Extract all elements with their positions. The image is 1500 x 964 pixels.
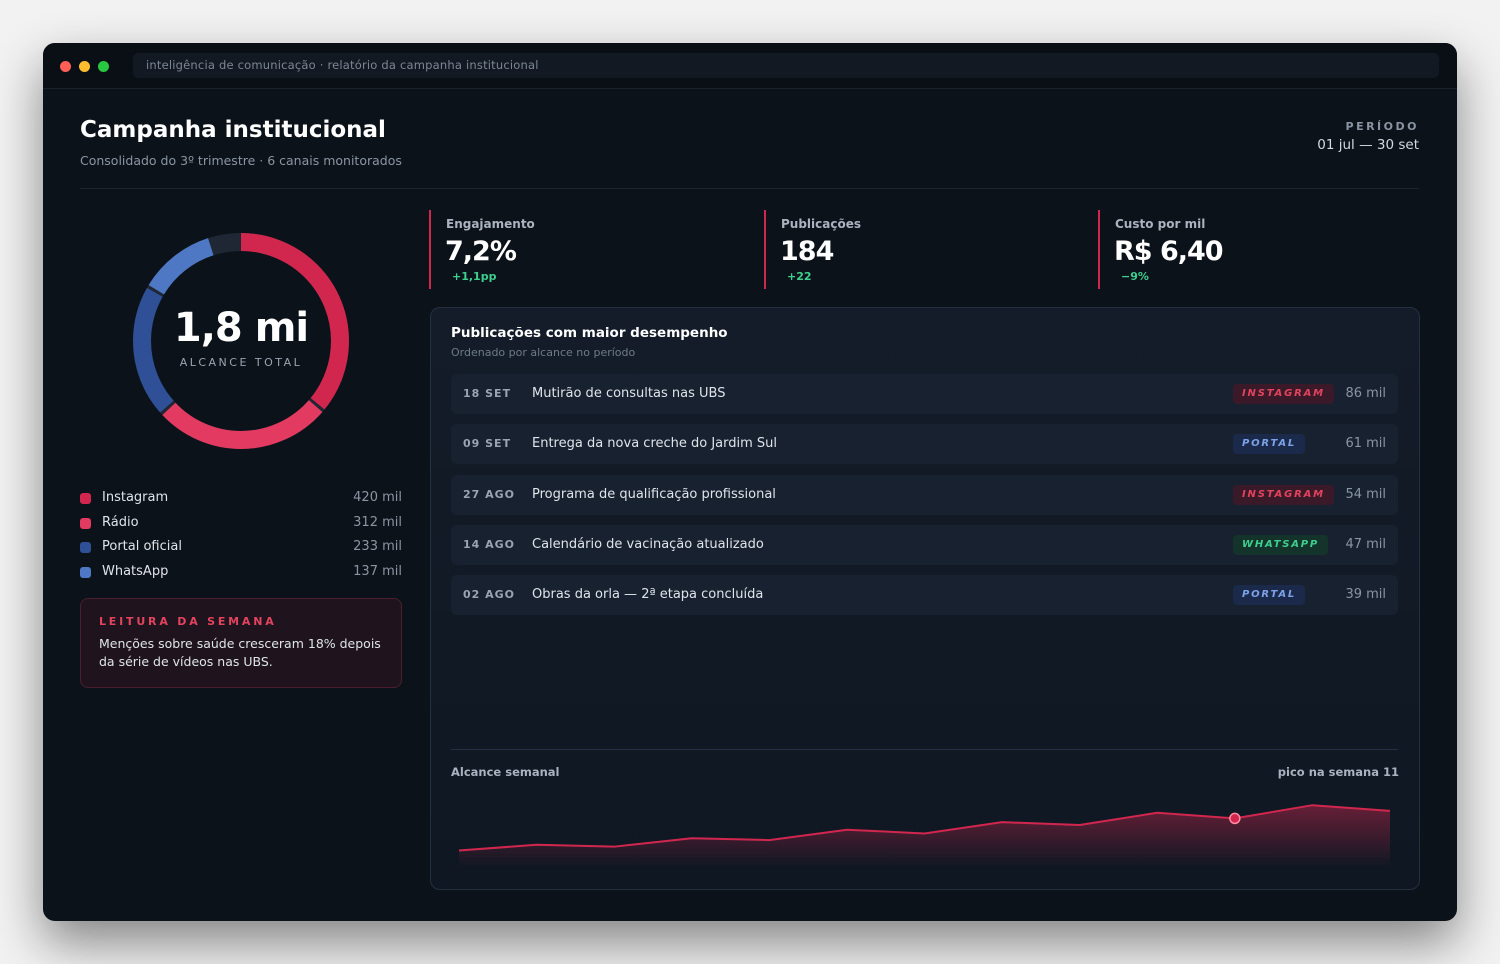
legend-value: 137 mil xyxy=(353,564,402,579)
kpi-delta: +22 xyxy=(787,270,812,283)
kpi-value: 184 xyxy=(780,236,834,267)
top-posts-panel: Publicações com maior desempenho Ordenad… xyxy=(430,307,1420,890)
legend-value: 233 mil xyxy=(353,539,402,554)
legend-item-instagram[interactable]: Instagram 420 mil xyxy=(80,488,402,508)
minimize-window-button[interactable] xyxy=(79,61,90,72)
channel-badge: PORTAL xyxy=(1233,434,1306,454)
channel-badge: INSTAGRAM xyxy=(1233,384,1334,404)
peak-week-point xyxy=(1229,812,1241,825)
legend-label: Rádio xyxy=(102,515,139,530)
legend-item-radio[interactable]: Rádio 312 mil xyxy=(80,513,402,533)
post-title: Obras da orla — 2ª etapa concluída xyxy=(532,587,764,602)
panel-title: Publicações com maior desempenho xyxy=(451,325,728,341)
title-bar: inteligência de comunicação · relatório … xyxy=(43,43,1457,89)
legend-swatch xyxy=(80,518,91,529)
kpi-engagement: Engajamento 7,2% +1,1pp xyxy=(429,210,729,289)
kpi-label: Custo por mil xyxy=(1115,217,1206,231)
insight-label: LEITURA DA SEMANA xyxy=(99,615,277,628)
legend-label: Portal oficial xyxy=(102,539,182,554)
post-title: Calendário de vacinação atualizado xyxy=(532,537,764,552)
post-reach: 47 mil xyxy=(1345,537,1386,552)
table-row[interactable]: 14 AGO Calendário de vacinação atualizad… xyxy=(451,525,1398,565)
channel-badge: INSTAGRAM xyxy=(1233,485,1334,505)
post-date: 09 SET xyxy=(463,437,512,450)
post-title: Entrega da nova creche do Jardim Sul xyxy=(532,436,778,451)
total-reach-value: 1,8 mi xyxy=(173,305,309,351)
legend-swatch xyxy=(80,493,91,504)
close-window-button[interactable] xyxy=(60,61,71,72)
post-reach: 54 mil xyxy=(1345,487,1386,502)
post-reach: 39 mil xyxy=(1345,587,1386,602)
table-row[interactable]: 09 SET Entrega da nova creche do Jardim … xyxy=(451,424,1398,464)
weekly-insight-card: LEITURA DA SEMANA Menções sobre saúde cr… xyxy=(80,598,402,688)
app-window: inteligência de comunicação · relatório … xyxy=(43,43,1457,921)
page-subtitle: Consolidado do 3º trimestre · 6 canais m… xyxy=(80,153,402,168)
panel-subtitle: Ordenado por alcance no período xyxy=(451,346,636,359)
legend-swatch xyxy=(80,542,91,553)
channel-badge: WHATSAPP xyxy=(1233,535,1329,555)
donut-slice-1 xyxy=(133,233,349,449)
period-value[interactable]: 01 jul — 30 set xyxy=(1317,137,1419,153)
kpi-label: Engajamento xyxy=(446,217,535,231)
legend-label: Instagram xyxy=(102,490,169,505)
donut-slice-2 xyxy=(133,233,349,449)
legend-value: 420 mil xyxy=(353,490,402,505)
kpi-delta: −9% xyxy=(1121,270,1149,283)
legend-value: 312 mil xyxy=(353,515,402,530)
period-label: PERÍODO xyxy=(1345,120,1419,133)
table-row[interactable]: 02 AGO Obras da orla — 2ª etapa concluíd… xyxy=(451,575,1398,615)
kpi-delta: +1,1pp xyxy=(452,270,497,283)
total-reach-label: ALCANCE TOTAL xyxy=(179,356,303,369)
header-divider xyxy=(80,188,1419,189)
post-title: Mutirão de consultas nas UBS xyxy=(532,386,726,401)
legend-swatch xyxy=(80,567,91,578)
legend-item-whatsapp[interactable]: WhatsApp 137 mil xyxy=(80,562,402,582)
channel-badge: PORTAL xyxy=(1233,585,1306,605)
maximize-window-button[interactable] xyxy=(98,61,109,72)
kpi-cost-per-mille: Custo por mil R$ 6,40 −9% xyxy=(1098,210,1398,289)
post-reach: 86 mil xyxy=(1345,386,1386,401)
kpi-value: 7,2% xyxy=(445,236,517,267)
post-date: 02 AGO xyxy=(463,588,516,601)
legend-label: WhatsApp xyxy=(102,564,169,579)
table-row[interactable]: 18 SET Mutirão de consultas nas UBS INST… xyxy=(451,374,1398,414)
kpi-value: R$ 6,40 xyxy=(1114,236,1224,267)
kpi-publications: Publicações 184 +22 xyxy=(764,210,1064,289)
weekly-reach-chart xyxy=(458,804,1391,868)
weekly-peak-note: pico na semana 11 xyxy=(1277,765,1399,779)
post-reach: 61 mil xyxy=(1345,436,1386,451)
reach-donut-chart xyxy=(133,233,349,449)
weekly-reach-area xyxy=(459,805,1390,868)
weekly-reach-label: Alcance semanal xyxy=(451,765,560,779)
donut-slice-0 xyxy=(133,233,349,449)
post-date: 14 AGO xyxy=(463,538,516,551)
legend-item-portal[interactable]: Portal oficial 233 mil xyxy=(80,537,402,557)
page-title: Campanha institucional xyxy=(80,117,386,143)
kpi-label: Publicações xyxy=(781,217,862,231)
post-title: Programa de qualificação profissional xyxy=(532,487,776,502)
address-bar[interactable]: inteligência de comunicação · relatório … xyxy=(133,53,1439,78)
table-row[interactable]: 27 AGO Programa de qualificação profissi… xyxy=(451,475,1398,515)
chart-divider xyxy=(451,749,1398,750)
insight-text: Menções sobre saúde cresceram 18% depois… xyxy=(99,636,381,669)
post-date: 18 SET xyxy=(463,387,512,400)
post-date: 27 AGO xyxy=(463,488,516,501)
